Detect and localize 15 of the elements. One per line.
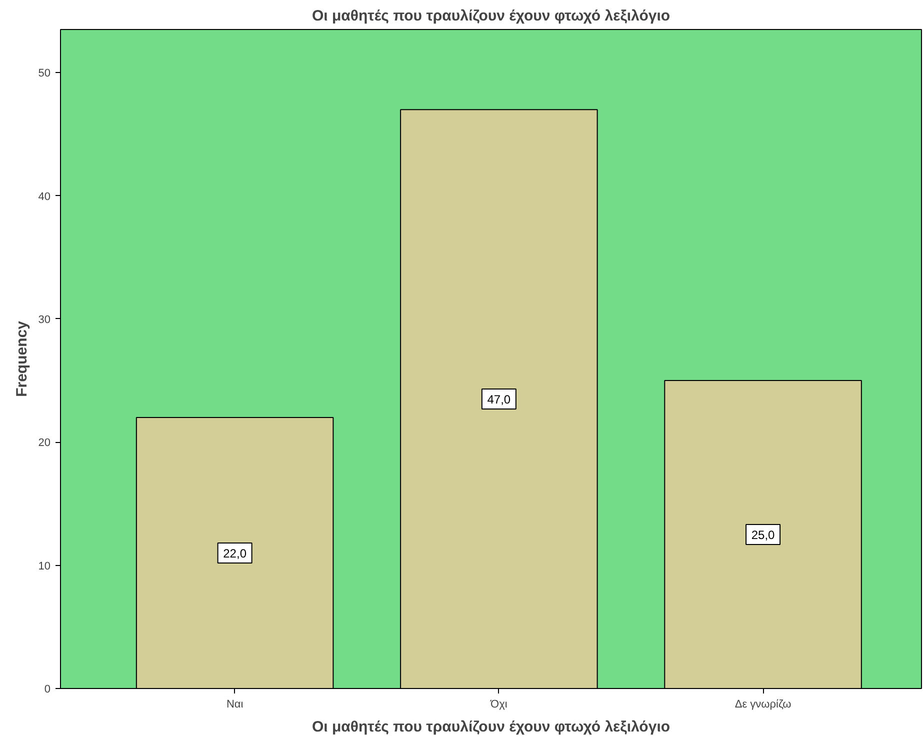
y-tick-label: 20: [38, 437, 51, 450]
y-tick-label: 40: [38, 190, 51, 203]
x-tick-label: Ναι: [226, 698, 244, 710]
chart-title: Οι μαθητές που τραυλίζουν έχουν φτωχό λεξιλόγιο: [312, 8, 670, 24]
data-label: 47,0: [487, 392, 511, 407]
y-tick-label: 0: [44, 684, 51, 696]
y-tick-label: 30: [38, 314, 51, 326]
data-label: 25,0: [751, 528, 776, 542]
y-tick-label: 50: [38, 68, 51, 80]
data-label: 22,0: [223, 546, 247, 561]
y-tick-label: 10: [38, 560, 51, 572]
x-tick-label: Όχι: [490, 698, 508, 710]
x-tick-label: Δε γνωρίζω: [734, 698, 792, 710]
y-axis-title: Frequency: [13, 320, 30, 397]
x-axis-title: Οι μαθητές που τραυλίζουν έχουν φτωχό λεξιλόγιο: [312, 718, 670, 736]
